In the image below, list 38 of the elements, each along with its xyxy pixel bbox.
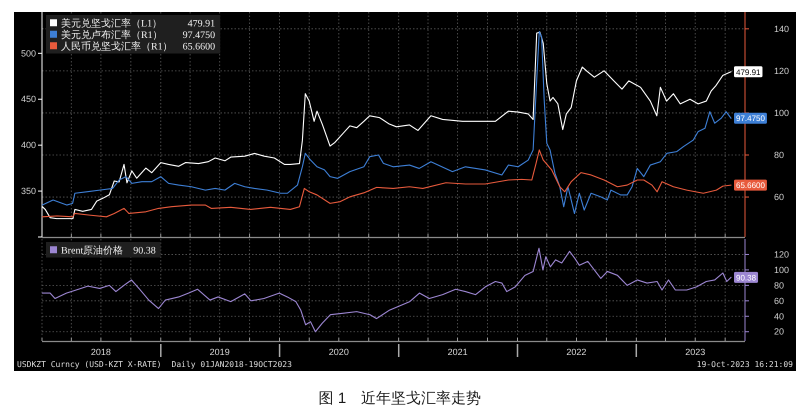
y-tick-label: 500 xyxy=(20,48,36,58)
value-tag: 97.4750 xyxy=(734,112,767,124)
value-tag: 479.91 xyxy=(734,66,762,78)
y2-tick-label: 60 xyxy=(774,192,784,202)
x-tick-label: 2021 xyxy=(448,347,468,357)
y2-tick-label: 100 xyxy=(774,108,790,118)
y2-tick-label: 60 xyxy=(774,296,784,306)
text: 19-Oct-2023 16:21:09 xyxy=(696,360,794,369)
x-tick-label: 2022 xyxy=(566,347,586,357)
x-tick-label: 2018 xyxy=(90,347,111,357)
text: 65.6600 xyxy=(182,41,216,52)
x-tick-label: 2020 xyxy=(328,347,349,357)
y2-tick-label: 100 xyxy=(774,264,790,275)
y2-tick-label: 140 xyxy=(774,24,790,34)
y2-tick-label: 20 xyxy=(774,326,784,337)
y2-tick-label: 120 xyxy=(774,66,790,76)
y-tick-label: 450 xyxy=(20,94,36,104)
y2-tick-label: 120 xyxy=(774,249,790,260)
y-tick-label: 400 xyxy=(20,140,36,150)
line-series xyxy=(42,149,732,218)
caption: 图 1 近年坚戈汇率走势 xyxy=(318,390,482,407)
y2-tick-label: 40 xyxy=(774,311,784,322)
text: USDKZT Curncy (USD-KZT X-RATE) xyxy=(17,360,162,369)
y-tick-label: 350 xyxy=(20,186,36,196)
legend: Brent原油价格 90.38 xyxy=(46,242,161,258)
legend-label: 人民币兑坚戈汇率（R1） xyxy=(61,40,173,52)
text: 97.4750 xyxy=(182,30,216,41)
text: Daily 01JAN2018-19OCT2023 xyxy=(172,360,292,369)
x-tick-label: 2023 xyxy=(685,347,706,357)
y2-tick-label: 80 xyxy=(774,150,784,160)
legend-label: 美元兑坚戈汇率（L1） xyxy=(61,17,162,30)
value-tag: 90.38 xyxy=(734,272,758,283)
legend-label: 美元兑卢布汇率（R1） xyxy=(61,28,163,41)
legend-label: Brent原油价格 xyxy=(61,244,124,256)
y2-tick-label: 80 xyxy=(774,280,784,290)
value-tag: 65.6600 xyxy=(734,180,767,191)
x-tick-label: 2019 xyxy=(210,347,230,357)
text: 479.91 xyxy=(188,18,216,30)
